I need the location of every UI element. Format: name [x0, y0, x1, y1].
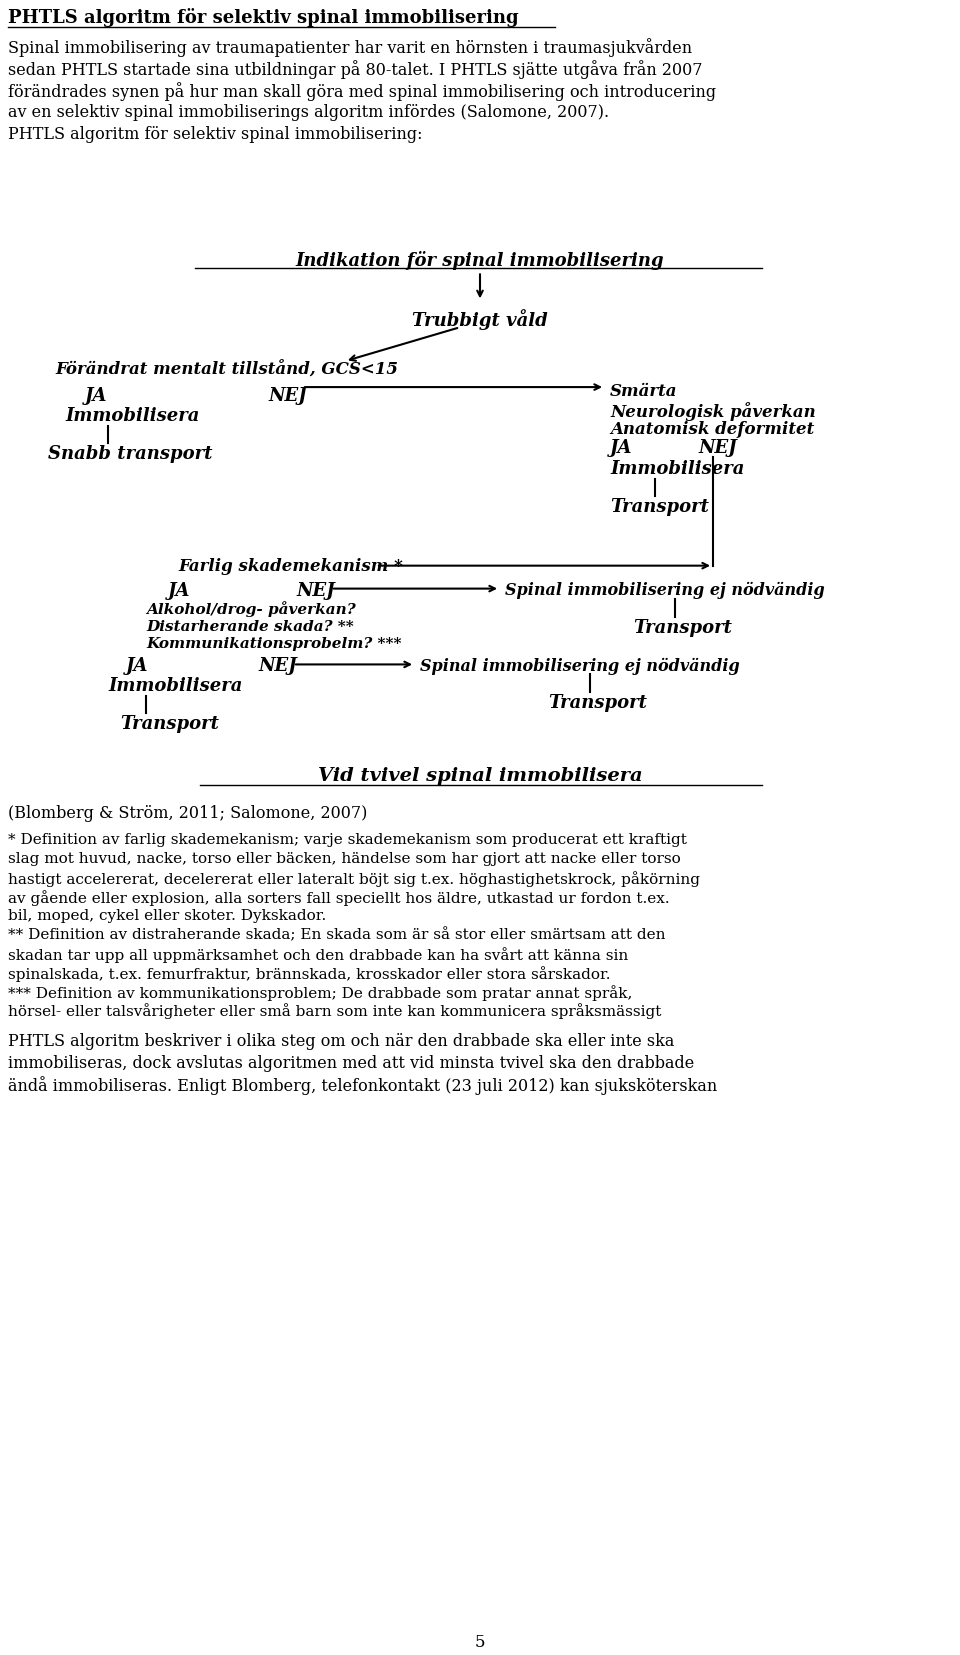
Text: sedan PHTLS startade sina utbildningar på 80-talet. I PHTLS sjätte utgåva från 2: sedan PHTLS startade sina utbildningar p… [8, 60, 703, 79]
Text: Alkohol/drog- påverkan?: Alkohol/drog- påverkan? [146, 601, 355, 617]
Text: Neurologisk påverkan: Neurologisk påverkan [610, 402, 816, 420]
Text: Vid tvivel spinal immobilisera: Vid tvivel spinal immobilisera [318, 768, 642, 784]
Text: NEJ: NEJ [296, 581, 335, 599]
Text: JA: JA [168, 581, 190, 599]
Text: hörsel- eller talsvårigheter eller små barn som inte kan kommunicera språksmässi: hörsel- eller talsvårigheter eller små b… [8, 1003, 661, 1019]
Text: JA: JA [126, 657, 149, 675]
Text: spinalskada, t.ex. femurfraktur, brännskada, krosskador eller stora sårskador.: spinalskada, t.ex. femurfraktur, brännsk… [8, 967, 611, 981]
Text: slag mot huvud, nacke, torso eller bäcken, händelse som har gjort att nacke elle: slag mot huvud, nacke, torso eller bäcke… [8, 852, 681, 866]
Text: JA: JA [610, 439, 633, 457]
Text: * Definition av farlig skademekanism; varje skademekanism som producerat ett kra: * Definition av farlig skademekanism; va… [8, 832, 686, 847]
Text: Transport: Transport [120, 715, 219, 733]
Text: Transport: Transport [548, 695, 647, 712]
Text: Indikation för spinal immobilisering: Indikation för spinal immobilisering [296, 252, 664, 270]
Text: Kommunikationsprobelm? ***: Kommunikationsprobelm? *** [146, 637, 401, 652]
Text: Transport: Transport [633, 619, 732, 637]
Text: (Blomberg & Ström, 2011; Salomone, 2007): (Blomberg & Ström, 2011; Salomone, 2007) [8, 804, 368, 823]
Text: Förändrat mentalt tillstånd, GCS<15: Förändrat mentalt tillstånd, GCS<15 [55, 361, 398, 379]
Text: NEJ: NEJ [268, 387, 307, 405]
Text: Spinal immobilisering av traumapatienter har varit en hörnsten i traumasjukvårde: Spinal immobilisering av traumapatienter… [8, 38, 692, 56]
Text: av gående eller explosion, alla sorters fall speciellt hos äldre, utkastad ur fo: av gående eller explosion, alla sorters … [8, 890, 670, 905]
Text: Smärta: Smärta [610, 382, 678, 401]
Text: 5: 5 [475, 1633, 485, 1652]
Text: Anatomisk deformitet: Anatomisk deformitet [610, 420, 814, 439]
Text: Farlig skademekanism *: Farlig skademekanism * [178, 558, 403, 574]
Text: Trubbigt våld: Trubbigt våld [412, 309, 548, 331]
Text: Immobilisera: Immobilisera [610, 460, 744, 478]
Text: Spinal immobilisering ej nödvändig: Spinal immobilisering ej nödvändig [420, 657, 740, 675]
Text: NEJ: NEJ [258, 657, 297, 675]
Text: Immobilisera: Immobilisera [108, 677, 242, 695]
Text: skadan tar upp all uppmärksamhet och den drabbade kan ha svårt att känna sin: skadan tar upp all uppmärksamhet och den… [8, 947, 628, 963]
Text: bil, moped, cykel eller skoter. Dykskador.: bil, moped, cykel eller skoter. Dykskado… [8, 909, 326, 923]
Text: PHTLS algoritm beskriver i olika steg om och när den drabbade ska eller inte ska: PHTLS algoritm beskriver i olika steg om… [8, 1033, 674, 1049]
Text: hastigt accelererat, decelererat eller lateralt böjt sig t.ex. höghastighetskroc: hastigt accelererat, decelererat eller l… [8, 871, 700, 887]
Text: NEJ: NEJ [698, 439, 736, 457]
Text: PHTLS algoritm för selektiv spinal immobilisering:: PHTLS algoritm för selektiv spinal immob… [8, 126, 422, 142]
Text: PHTLS algoritm för selektiv spinal immobilisering: PHTLS algoritm för selektiv spinal immob… [8, 8, 518, 26]
Text: Transport: Transport [610, 498, 709, 516]
Text: Snabb transport: Snabb transport [48, 445, 212, 463]
Text: immobiliseras, dock avslutas algoritmen med att vid minsta tvivel ska den drabba: immobiliseras, dock avslutas algoritmen … [8, 1054, 694, 1071]
Text: ändå immobiliseras. Enligt Blomberg, telefonkontakt (23 juli 2012) kan sjuksköte: ändå immobiliseras. Enligt Blomberg, tel… [8, 1076, 717, 1096]
Text: ** Definition av distraherande skada; En skada som är så stor eller smärtsam att: ** Definition av distraherande skada; En… [8, 928, 665, 942]
Text: Spinal immobilisering ej nödvändig: Spinal immobilisering ej nödvändig [505, 581, 825, 599]
Text: Distarherande skada? **: Distarherande skada? ** [146, 619, 353, 634]
Text: Immobilisera: Immobilisera [65, 407, 200, 425]
Text: av en selektiv spinal immobiliserings algoritm infördes (Salomone, 2007).: av en selektiv spinal immobiliserings al… [8, 104, 610, 121]
Text: förändrades synen på hur man skall göra med spinal immobilisering och introducer: förändrades synen på hur man skall göra … [8, 81, 716, 101]
Text: JA: JA [85, 387, 108, 405]
Text: *** Definition av kommunikationsproblem; De drabbade som pratar annat språk,: *** Definition av kommunikationsproblem;… [8, 985, 633, 1001]
